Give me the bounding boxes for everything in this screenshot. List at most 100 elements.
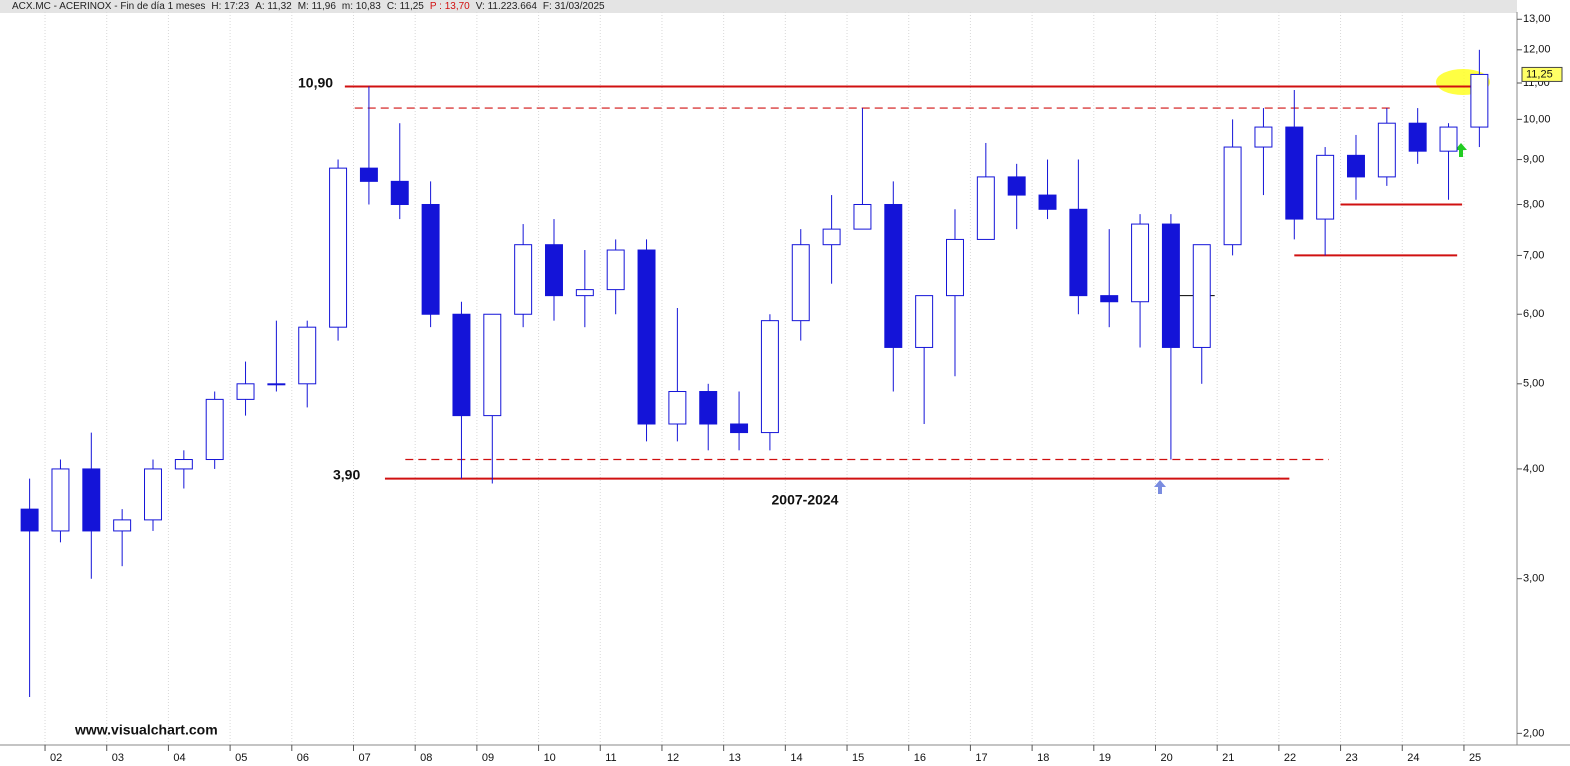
candle-body: [82, 468, 101, 532]
header-item: F: 31/03/2025: [542, 1, 605, 12]
x-tick-label: 15: [852, 752, 864, 764]
header-item: H: 17:23: [211, 1, 250, 12]
y-axis-panel: [1517, 12, 1570, 766]
x-tick-label: 05: [235, 752, 247, 764]
x-tick-label: 09: [482, 752, 494, 764]
x-tick-label: 16: [914, 752, 926, 764]
candle-body: [699, 391, 718, 425]
candle-body: [1192, 244, 1211, 348]
candle-body: [884, 203, 903, 348]
watermark: www.visualchart.com: [74, 722, 218, 738]
x-tick-label: 25: [1469, 752, 1481, 764]
candle-body: [606, 249, 625, 291]
candle-body: [1161, 223, 1180, 348]
candle-body: [113, 519, 132, 532]
candle-body: [483, 313, 502, 417]
x-tick-label: 11: [605, 752, 616, 764]
x-tick-label: 18: [1037, 752, 1049, 764]
candle-body: [1007, 176, 1026, 196]
candle-body: [1408, 122, 1427, 152]
candle-body: [915, 295, 934, 348]
annotation: 10,90: [298, 75, 333, 91]
candle-body: [205, 398, 224, 461]
header-item: M: 11,96: [297, 1, 336, 12]
candle-body: [1285, 126, 1304, 220]
x-tick-label: 21: [1222, 752, 1234, 764]
y-tick-label: 2,00: [1523, 727, 1544, 739]
x-tick-label: 03: [112, 752, 124, 764]
candle-body: [1347, 154, 1365, 178]
candle-body: [1377, 122, 1396, 178]
candle-body: [1316, 154, 1335, 220]
x-tick-label: 07: [358, 752, 370, 764]
candle-body: [514, 244, 533, 315]
candle-body: [1100, 295, 1119, 303]
x-tick-label: 14: [790, 752, 802, 764]
candle-body: [730, 423, 749, 434]
header-item: C: 11,25: [386, 1, 424, 12]
candle-body: [668, 391, 687, 425]
candle-body: [1038, 194, 1057, 210]
candle-body: [1439, 126, 1458, 152]
x-tick-label: 08: [420, 752, 432, 764]
y-tick-label: 12,00: [1523, 44, 1551, 56]
annotation: 3,90: [333, 467, 360, 483]
last-price-box: [1521, 66, 1563, 82]
header-item: ACX.MC - ACERINOX - Fin de día 1 meses: [12, 1, 206, 12]
x-tick-label: 23: [1346, 752, 1358, 764]
x-tick-label: 12: [667, 752, 679, 764]
candle-body: [545, 244, 563, 297]
y-tick-label: 3,00: [1523, 573, 1544, 585]
x-tick-label: 17: [975, 752, 987, 764]
header: ACX.MC - ACERINOX - Fin de día 1 meses H:…: [0, 0, 1517, 13]
candle-body: [421, 203, 440, 315]
candle-body: [359, 167, 378, 182]
x-tick-label: 06: [297, 752, 309, 764]
candle-body: [637, 249, 656, 425]
header-item: m: 10,83: [341, 1, 381, 12]
candle-body: [853, 203, 872, 230]
x-tick-label: 13: [729, 752, 741, 764]
arrow: [1455, 143, 1467, 157]
candle-body: [298, 326, 317, 385]
x-tick-label: 02: [50, 752, 62, 764]
y-tick-label: 10,00: [1523, 113, 1551, 125]
x-tick-label: 22: [1284, 752, 1296, 764]
candle-body: [267, 383, 286, 386]
candle-body: [946, 238, 964, 297]
candle-body: [822, 228, 841, 246]
candle-body: [20, 508, 39, 532]
candle-body: [1470, 73, 1489, 128]
candle-body: [1069, 208, 1088, 297]
x-tick-label: 19: [1099, 752, 1111, 764]
candle-body: [1254, 126, 1273, 148]
last-price-label: 11,25: [1526, 68, 1553, 80]
header-item: P : 13,70: [429, 1, 470, 12]
y-tick-label: 13,00: [1523, 13, 1551, 25]
candle-body: [236, 383, 255, 400]
candle-body: [329, 167, 348, 328]
header-item: V: 11.223.664: [475, 1, 537, 12]
arrow: [1154, 480, 1166, 494]
y-tick-label: 7,00: [1523, 249, 1544, 261]
candle-body: [1223, 146, 1242, 246]
candle-body: [144, 468, 162, 521]
x-tick-label: 10: [544, 752, 556, 764]
annotation: 2007-2024: [772, 492, 839, 508]
candle-body: [390, 180, 409, 205]
candle-body: [174, 459, 193, 470]
candle-body: [791, 244, 810, 322]
candle-body: [976, 176, 995, 240]
candle-body: [760, 320, 779, 434]
y-tick-label: 6,00: [1523, 308, 1544, 320]
y-tick-label: 4,00: [1523, 463, 1544, 475]
y-tick-label: 8,00: [1523, 198, 1544, 210]
y-tick-label: 9,00: [1523, 153, 1544, 165]
candle-body: [452, 313, 471, 417]
x-tick-label: 20: [1160, 752, 1172, 764]
candle-body: [51, 468, 70, 532]
x-tick-label: 24: [1407, 752, 1419, 764]
candle-body: [1131, 223, 1150, 303]
